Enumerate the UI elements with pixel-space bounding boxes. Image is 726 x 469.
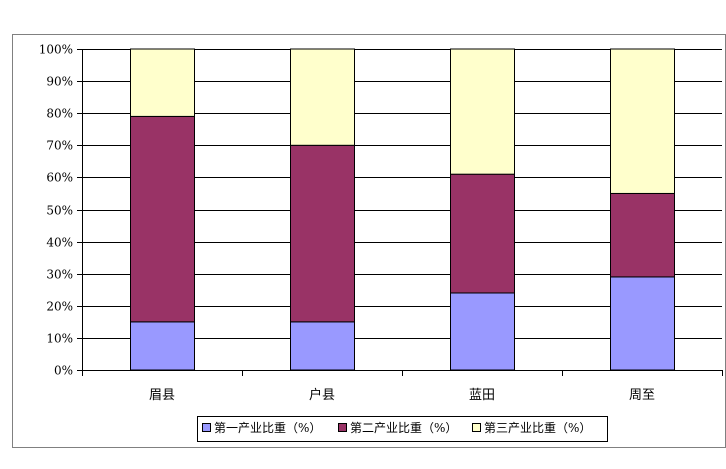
legend-swatch-1 (202, 423, 211, 432)
y-tick-label: 0% (54, 364, 73, 378)
y-tick-label: 90% (46, 75, 73, 89)
axes (82, 49, 723, 376)
bar-segment-1 (130, 321, 195, 371)
bar-segment-3 (290, 48, 355, 146)
bar-segment-3 (610, 48, 675, 194)
x-category-label: 眉县 (149, 388, 175, 403)
bar-segment-2 (290, 144, 355, 323)
legend-label-2: 第二产业比重（%） (350, 421, 457, 435)
y-axis-tick-labels: 0% 10% 20% 30% 40% 50% 60% 70% 80% 90% 100% (39, 43, 73, 378)
bar-segment-2 (610, 192, 675, 278)
x-category-label: 户县 (309, 387, 335, 403)
legend: 第一产业比重（%） 第二产业比重（%） 第三产业比重（%） (197, 416, 608, 442)
legend-box (197, 416, 608, 442)
legend-label-3: 第三产业比重（%） (484, 421, 591, 435)
legend-swatch-3 (472, 423, 481, 432)
y-tick-label: 70% (46, 139, 73, 153)
bar-segment-1 (290, 321, 355, 371)
y-tick-label: 100% (39, 43, 73, 57)
y-tick-label: 30% (46, 268, 73, 282)
x-axis-category-labels: 眉县 户县 蓝田 周至 (149, 387, 655, 403)
y-tick-label: 20% (46, 300, 73, 314)
bar-segment-1 (610, 276, 675, 371)
bar-segment-2 (450, 173, 515, 294)
y-tick-label: 10% (46, 332, 73, 346)
bars (130, 48, 675, 371)
bar-segment-2 (130, 115, 195, 323)
legend-swatch-2 (338, 423, 347, 432)
y-tick-label: 50% (46, 204, 73, 218)
y-tick-label: 80% (46, 107, 73, 121)
bar-segment-1 (450, 292, 515, 371)
legend-label-1: 第一产业比重（%） (214, 421, 321, 435)
bar-segment-3 (450, 48, 515, 175)
x-category-label: 周至 (629, 388, 655, 403)
y-tick-label: 40% (46, 236, 73, 250)
y-tick-label: 60% (46, 171, 73, 185)
x-category-label: 蓝田 (469, 388, 495, 403)
bar-segment-3 (130, 48, 195, 117)
